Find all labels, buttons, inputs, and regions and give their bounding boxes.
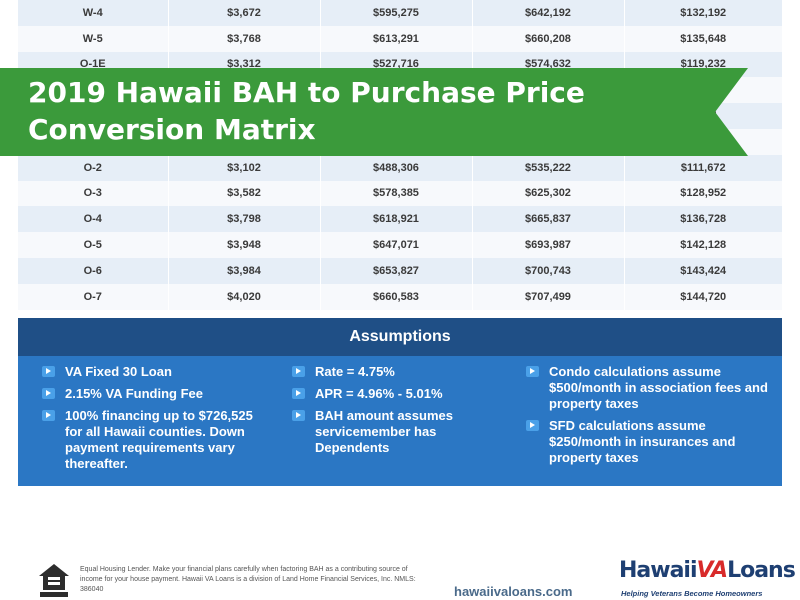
assumption-text: 100% financing up to $726,525 for all Ha… <box>65 408 253 471</box>
value-cell: $618,921 <box>320 206 473 233</box>
logo-wordmark: HawaiiVALoans <box>619 558 796 583</box>
pay-grade-cell: O-7 <box>18 283 169 310</box>
value-cell: $642,192 <box>472 0 625 26</box>
value-cell: $3,102 <box>168 154 321 181</box>
value-cell: $595,275 <box>320 0 473 26</box>
pay-grade-cell: O-5 <box>18 232 169 258</box>
value-cell: $613,291 <box>320 25 473 52</box>
assumption-text: VA Fixed 30 Loan <box>65 364 172 379</box>
value-cell: $665,837 <box>472 206 625 233</box>
assumption-item: 100% financing up to $726,525 for all Ha… <box>42 408 272 472</box>
table-row: O-4 $3,798 $618,921 $665,837 $136,728 <box>18 206 782 233</box>
pay-grade-cell: O-2 <box>18 154 169 181</box>
assumption-item: Condo calculations assume $500/month in … <box>526 364 772 412</box>
hawaii-va-loans-logo: HawaiiVALoans Helping Veterans Become Ho… <box>619 558 796 600</box>
arrow-icon <box>292 410 305 421</box>
value-cell: $132,192 <box>624 0 782 26</box>
assumption-text: Condo calculations assume $500/month in … <box>549 364 768 411</box>
value-cell: $578,385 <box>320 180 473 207</box>
equal-housing-icon <box>39 564 69 597</box>
value-cell: $653,827 <box>320 257 473 284</box>
arrow-icon <box>292 388 305 399</box>
pay-grade-cell: O-3 <box>18 180 169 207</box>
title-line-1: 2019 Hawaii BAH to Purchase Price <box>28 76 585 109</box>
assumption-text: APR = 4.96% - 5.01% <box>315 386 443 401</box>
value-cell: $3,948 <box>168 232 321 258</box>
value-cell: $660,583 <box>320 283 473 310</box>
website-link[interactable]: hawaiivaloans.com <box>454 584 573 599</box>
title-line-2: Conversion Matrix <box>28 113 316 146</box>
logo-tagline: Helping Veterans Become Homeowners <box>621 589 763 598</box>
assumptions-body: VA Fixed 30 Loan 2.15% VA Funding Fee 10… <box>18 356 782 486</box>
page-title: 2019 Hawaii BAH to Purchase Price Conver… <box>28 74 728 148</box>
value-cell: $3,582 <box>168 180 321 207</box>
logo-va: VA <box>696 558 729 583</box>
arrow-icon <box>526 420 539 431</box>
value-cell: $135,648 <box>624 25 782 52</box>
value-cell: $693,987 <box>472 232 625 258</box>
assumption-item: APR = 4.96% - 5.01% <box>292 386 492 402</box>
value-cell: $136,728 <box>624 206 782 233</box>
value-cell: $647,071 <box>320 232 473 258</box>
value-cell: $3,768 <box>168 25 321 52</box>
value-cell: $3,984 <box>168 257 321 284</box>
table-row: O-6 $3,984 $653,827 $700,743 $143,424 <box>18 257 782 284</box>
assumptions-column-1: VA Fixed 30 Loan 2.15% VA Funding Fee 10… <box>42 364 272 478</box>
table-row: W-4 $3,672 $595,275 $642,192 $132,192 <box>18 0 782 26</box>
value-cell: $142,128 <box>624 232 782 258</box>
assumption-item: SFD calculations assume $250/month in in… <box>526 418 772 466</box>
arrow-icon <box>526 366 539 377</box>
value-cell: $700,743 <box>472 257 625 284</box>
title-banner <box>0 68 748 156</box>
legal-disclaimer: Equal Housing Lender. Make your financia… <box>80 566 416 593</box>
assumption-text: BAH amount assumes servicemember has Dep… <box>315 408 453 455</box>
value-cell: $488,306 <box>320 154 473 181</box>
arrow-icon <box>292 366 305 377</box>
logo-prefix: Hawaii <box>619 558 698 583</box>
value-cell: $625,302 <box>472 180 625 207</box>
assumption-text: 2.15% VA Funding Fee <box>65 386 203 401</box>
pay-grade-cell: W-5 <box>18 25 169 52</box>
value-cell: $128,952 <box>624 180 782 207</box>
table-row: O-3 $3,582 $578,385 $625,302 $128,952 <box>18 180 782 207</box>
pay-grade-cell: W-4 <box>18 0 169 26</box>
table-row: O-7 $4,020 $660,583 $707,499 $144,720 <box>18 283 782 310</box>
value-cell: $144,720 <box>624 283 782 310</box>
value-cell: $111,672 <box>624 154 782 181</box>
pay-grade-cell: O-6 <box>18 257 169 284</box>
value-cell: $3,672 <box>168 0 321 26</box>
table-row: O-2 $3,102 $488,306 $535,222 $111,672 <box>18 154 782 181</box>
arrow-icon <box>42 410 55 421</box>
value-cell: $660,208 <box>472 25 625 52</box>
table-row: O-5 $3,948 $647,071 $693,987 $142,128 <box>18 232 782 258</box>
value-cell: $535,222 <box>472 154 625 181</box>
assumptions-panel: Assumptions VA Fixed 30 Loan 2.15% VA Fu… <box>18 318 782 486</box>
pay-grade-cell: O-4 <box>18 206 169 233</box>
value-cell: $143,424 <box>624 257 782 284</box>
value-cell: $3,798 <box>168 206 321 233</box>
assumption-text: SFD calculations assume $250/month in in… <box>549 418 736 465</box>
assumptions-column-2: Rate = 4.75% APR = 4.96% - 5.01% BAH amo… <box>292 364 492 462</box>
value-cell: $4,020 <box>168 283 321 310</box>
arrow-icon <box>42 388 55 399</box>
value-cell: $707,499 <box>472 283 625 310</box>
assumption-item: 2.15% VA Funding Fee <box>42 386 272 402</box>
arrow-icon <box>42 366 55 377</box>
assumption-text: Rate = 4.75% <box>315 364 395 379</box>
assumption-item: VA Fixed 30 Loan <box>42 364 272 380</box>
assumption-item: Rate = 4.75% <box>292 364 492 380</box>
assumptions-column-3: Condo calculations assume $500/month in … <box>526 364 772 472</box>
logo-suffix: Loans <box>727 558 796 583</box>
assumptions-heading: Assumptions <box>18 318 782 356</box>
table-row: W-5 $3,768 $613,291 $660,208 $135,648 <box>18 25 782 52</box>
assumption-item: BAH amount assumes servicemember has Dep… <box>292 408 492 456</box>
